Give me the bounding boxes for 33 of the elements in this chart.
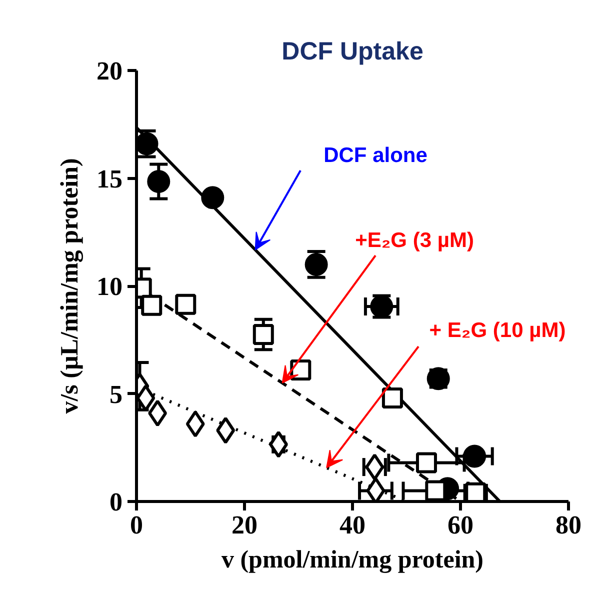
y-tick-label: 20 <box>96 56 122 86</box>
point <box>201 186 224 210</box>
point <box>141 294 162 316</box>
point <box>252 324 274 345</box>
y-tick-label: 5 <box>110 380 122 409</box>
point <box>304 252 328 276</box>
point <box>366 477 386 502</box>
point <box>463 444 486 468</box>
x-axis-title: v (pmol/min/mg protein) <box>221 546 484 574</box>
annotation: DCF alone <box>324 144 428 167</box>
x-tick-label: 40 <box>340 510 366 540</box>
point <box>148 400 168 427</box>
point <box>186 410 205 438</box>
point <box>269 430 288 458</box>
x-tick-label: 60 <box>448 510 474 540</box>
y-axis-title: v/s (µL/min/mg protein) <box>56 158 84 414</box>
point <box>365 454 384 481</box>
point <box>425 480 446 502</box>
point <box>416 452 437 474</box>
x-tick-label: 0 <box>130 510 143 540</box>
y-tick-label: 15 <box>96 164 122 194</box>
x-tick-label: 20 <box>232 510 258 540</box>
point <box>136 132 158 156</box>
point <box>147 170 170 193</box>
y-tick-label: 0 <box>110 488 122 516</box>
annotation: +E₂G (3 µM) <box>355 229 474 252</box>
y-tick-label: 10 <box>96 272 122 301</box>
point <box>175 294 196 315</box>
point <box>382 388 403 409</box>
point <box>216 416 236 444</box>
chart-title: DCF Uptake <box>282 38 424 66</box>
x-tick-label: 80 <box>556 510 582 540</box>
annotation: + E₂G (10 µM) <box>429 319 566 342</box>
